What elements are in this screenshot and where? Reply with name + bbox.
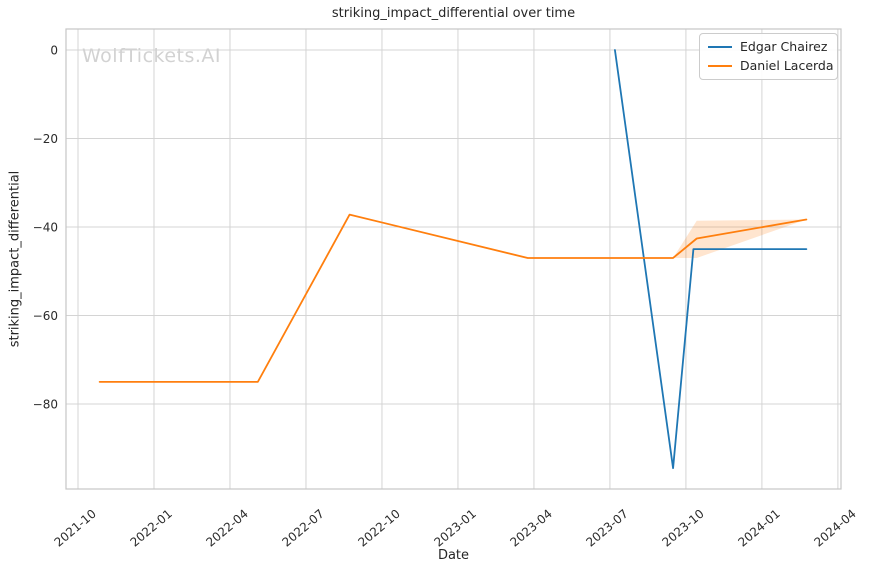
y-tick-label: 0 (50, 44, 58, 58)
x-tick-label: 2023-01 (431, 507, 478, 550)
legend-label-daniel-lacerda: Daniel Lacerda (740, 58, 834, 73)
data-series (98, 49, 808, 470)
x-tick-label: 2022-07 (279, 507, 326, 550)
x-tick-label: 2022-10 (355, 507, 402, 550)
y-tick-label: −40 (33, 221, 58, 235)
legend-line-swatch-orange (708, 64, 732, 67)
legend-label-edgar-chairez: Edgar Chairez (740, 39, 828, 54)
legend-item-edgar-chairez: Edgar Chairez (708, 39, 829, 54)
series-line-daniel-lacerda (98, 213, 808, 383)
legend-line-swatch-blue (708, 45, 732, 48)
plot-border (65, 28, 842, 490)
x-tick-label: 2023-07 (583, 507, 630, 550)
chart-title: striking_impact_differential over time (331, 6, 576, 21)
x-tick-label: 2022-01 (128, 507, 175, 550)
x-tick-label: 2021-10 (52, 507, 99, 550)
x-tick-label: 2022-04 (203, 507, 250, 550)
x-axis-label: Date (437, 548, 470, 563)
x-tick-label: 2024-01 (735, 507, 782, 550)
gridlines (66, 29, 841, 489)
axes: 0 −20 −40 −60 −80 2021-10 2022-01 2022-04 2022-0… (33, 28, 859, 550)
y-axis-label: striking_impact_differential (7, 170, 23, 348)
y-tick-label: −60 (33, 309, 58, 323)
x-tick-label: 2023-10 (659, 507, 706, 550)
series-line-edgar-chairez (614, 49, 808, 470)
y-tick-label: −20 (33, 132, 58, 146)
legend-item-daniel-lacerda: Daniel Lacerda (708, 58, 834, 73)
watermark: WolfTickets.AI (82, 45, 222, 67)
x-tick-label: 2023-04 (507, 507, 554, 550)
y-tick-label: −80 (33, 398, 58, 412)
x-tick-label: 2024-04 (811, 507, 858, 550)
legend: Edgar Chairez Daniel Lacerda (699, 33, 838, 80)
